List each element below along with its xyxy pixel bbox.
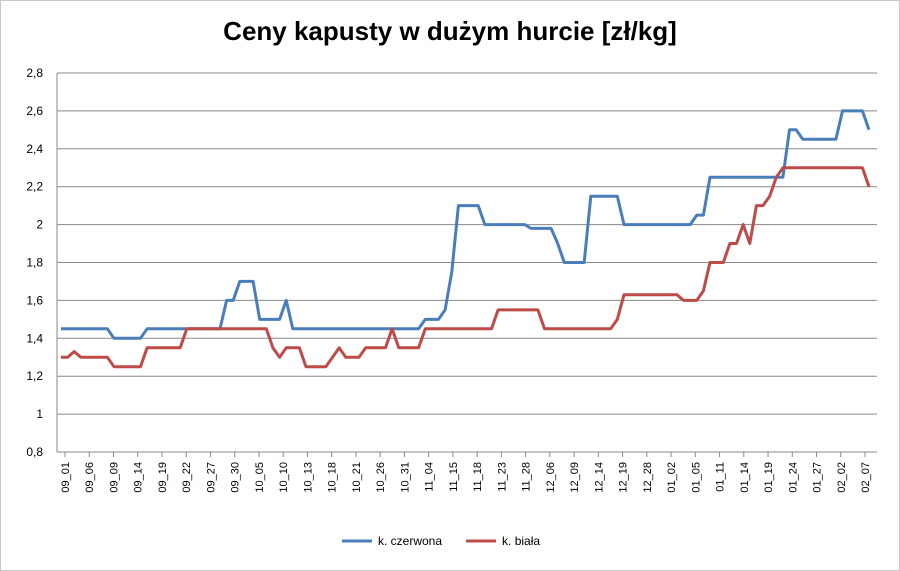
y-axis-tick-labels: 0,8 1 1,2 1,4 1,6 1,8 2 2,2 2,4 2,6 2,8 — [26, 66, 43, 459]
x-tick-label: 12_28 — [642, 462, 654, 493]
x-tick-label: 10_13 — [302, 462, 314, 493]
x-tick-label: 12_14 — [593, 462, 605, 493]
x-tick-label: 10_10 — [278, 462, 290, 493]
y-tick-label: 2,6 — [26, 104, 43, 118]
legend-label: k. biała — [502, 534, 540, 548]
x-tick-label: 09_30 — [230, 462, 242, 493]
x-tick-label: 11_23 — [496, 462, 508, 492]
x-tick-label: 11_04 — [424, 462, 436, 492]
x-tick-label: 10_31 — [399, 462, 411, 493]
x-tick-label: 01_02 — [666, 462, 678, 493]
series-line-k-bia-a — [61, 166, 871, 369]
x-tick-label: 12_09 — [569, 462, 581, 493]
x-tick-label: 09_27 — [205, 462, 217, 493]
x-tick-label: 12_19 — [618, 462, 630, 493]
x-tick-label: 11_18 — [472, 462, 484, 492]
chart-title: Ceny kapusty w dużym hurcie [zł/kg] — [223, 16, 677, 46]
x-tick-label: 12_06 — [545, 462, 557, 493]
x-tick-label: 09_01 — [60, 462, 72, 493]
x-tick-label: 11_28 — [521, 462, 533, 492]
y-tick-label: 1,6 — [26, 293, 43, 307]
legend: k. czerwona k. biała — [342, 534, 540, 548]
y-tick-label: 1,8 — [26, 256, 43, 270]
y-tick-label: 2,8 — [26, 66, 43, 80]
series-lines — [61, 109, 871, 369]
x-axis-tick-labels: 09_01 09_06 09_09 09_14 09_19 09_22 09_27 09_30… — [60, 462, 872, 493]
x-tick-label: 09_14 — [133, 462, 145, 493]
x-tick-label: 01_11 — [715, 462, 727, 492]
x-tick-label: 01_19 — [763, 462, 775, 493]
x-tick-label: 09_22 — [181, 462, 193, 493]
y-tick-label: 0,8 — [26, 445, 43, 459]
y-tick-label: 2,4 — [26, 142, 43, 156]
x-tick-label: 01_27 — [812, 462, 824, 493]
x-tick-label: 10_21 — [351, 462, 363, 493]
x-tick-label: 09_09 — [108, 462, 120, 493]
legend-label: k. czerwona — [378, 534, 442, 548]
y-tick-label: 1,4 — [26, 331, 43, 345]
x-tick-label: 09_19 — [157, 462, 169, 493]
x-tick-label: 11_15 — [448, 462, 460, 492]
x-tick-label: 10_05 — [254, 462, 266, 493]
y-tick-label: 2 — [36, 218, 43, 232]
x-tick-label: 02_02 — [836, 462, 848, 493]
x-tick-label: 01_14 — [739, 462, 751, 493]
y-tick-label: 2,2 — [26, 180, 43, 194]
x-tick-label: 10_26 — [375, 462, 387, 493]
gridlines — [56, 72, 877, 457]
x-tick-label: 10_18 — [327, 462, 339, 493]
x-tick-label: 09_06 — [84, 462, 96, 493]
x-tick-label: 02_07 — [860, 462, 872, 493]
x-tick-label: 01_05 — [690, 462, 702, 493]
y-tick-label: 1,2 — [26, 369, 43, 383]
y-tick-label: 1 — [36, 407, 43, 421]
x-tick-label: 01_24 — [787, 462, 799, 493]
